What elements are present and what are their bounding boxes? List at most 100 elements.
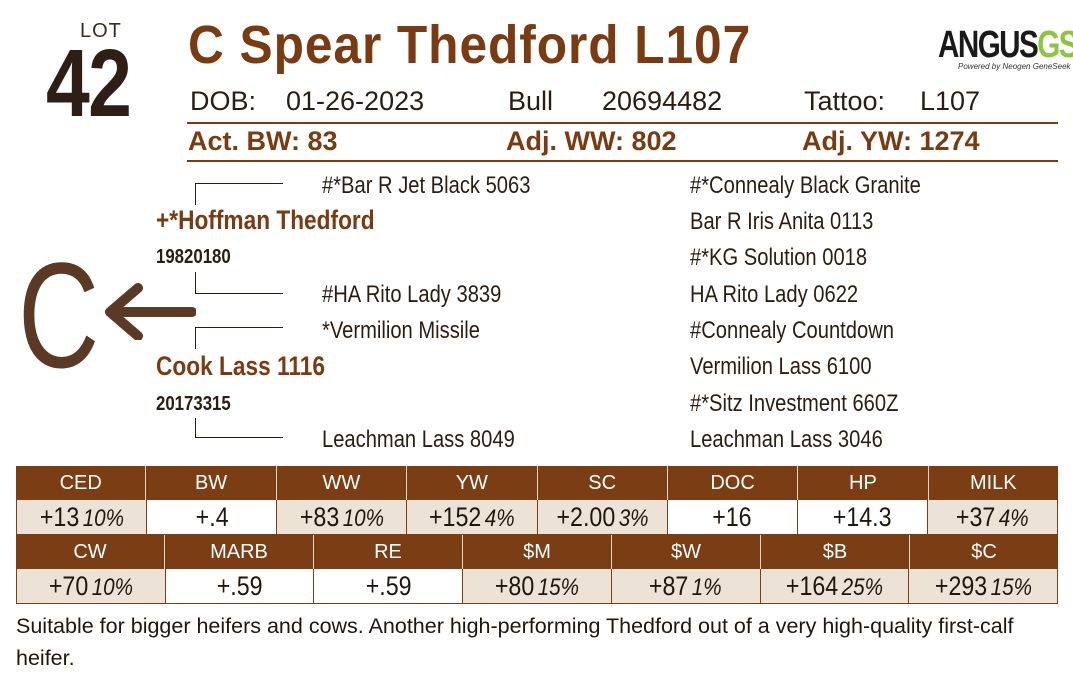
epd-cell-yw: +152 4% (407, 500, 538, 534)
epd-cell-dollar-b: +164 25% (760, 569, 910, 603)
sire-sire: #*Bar R Jet Black 5063 (322, 172, 531, 199)
sire-dam: #HA Rito Lady 3839 (322, 281, 502, 308)
epd-value: +87 (649, 571, 689, 601)
dob-value: 01-26-2023 (286, 86, 425, 116)
epd-percentile: 1% (692, 574, 723, 601)
epd-value: +.59 (365, 571, 412, 601)
epd-header-sc: SC (538, 466, 668, 500)
epd-percentile: 10% (342, 505, 384, 532)
logo-tagline: Powered by Neogen GeneSeek (958, 62, 1071, 71)
actual-birth-weight: Act. BW: 83 (188, 126, 338, 156)
epd-header-milk: MILK (969, 472, 1017, 494)
epd-value: +37 (956, 502, 996, 532)
epd-header-yw: YW (407, 466, 538, 500)
tattoo-value: L107 (920, 86, 981, 116)
epd-cell-re: +.59 (314, 569, 464, 603)
epd-header-row-1: CED BW WW YW SC DOC HP MILK (16, 466, 1058, 500)
epd-value: +152 (429, 502, 482, 532)
epd-cell-ww: +83 10% (277, 500, 408, 534)
epd-percentile: 10% (91, 574, 133, 601)
epd-header-ced: CED (16, 466, 147, 500)
epd-header-dollar-m: $M (463, 535, 612, 569)
divider-line (187, 122, 1058, 124)
epd-header-doc: DOC (668, 466, 799, 500)
epd-percentile: 15% (537, 574, 580, 601)
epd-value: +164 (785, 571, 839, 601)
angus-gs-logo: ANGUSGS Powered by Neogen GeneSeek (938, 24, 1073, 71)
epd-header-dollar-b: $B (761, 535, 910, 569)
dam-name: Cook Lass 1116 (156, 351, 325, 381)
epd-value: +80 (494, 571, 535, 601)
epd-value-row-1: +13 10% +.4 +83 10% +152 4% +2.00 3% +16 +14.3 +37 4… (16, 500, 1058, 535)
grandparent-dam-dam: HA Rito Lady 0622 (690, 281, 859, 308)
pedigree-bracket (195, 418, 283, 438)
grandparent-sire-dam: Vermilion Lass 6100 (690, 353, 872, 380)
epd-value: +83 (299, 502, 340, 532)
epd-value: +13 (39, 502, 79, 532)
epd-percentile: 10% (82, 505, 124, 532)
epd-header-dollar-w: $W (612, 535, 761, 569)
epd-percentile: 25% (841, 574, 883, 601)
epd-header-marb: MARB (165, 535, 314, 569)
grandparent-dam-sire: #*Sitz Investment 660Z (690, 390, 899, 417)
epd-percentile: 3% (618, 505, 649, 532)
pedigree-bracket (195, 327, 283, 349)
divider-line (187, 160, 1058, 162)
info-row: DOB: 01-26-2023 Bull 20694482 Tattoo: L1… (190, 86, 1058, 122)
grandparent-sire-dam: Bar R Iris Anita 0113 (690, 208, 874, 235)
epd-cell-bw: +.4 (147, 500, 278, 534)
epd-header-re: RE (314, 535, 463, 569)
pedigree-bracket (195, 183, 283, 205)
tattoo-label: Tattoo: (804, 86, 886, 116)
epd-cell-hp: +14.3 (798, 500, 928, 534)
epd-header-dollar-c: $C (971, 541, 997, 563)
pedigree-bracket (195, 272, 283, 294)
epd-header-row-2: CW MARB RE $M $W $B $C (16, 535, 1058, 569)
epd-value: +293 (934, 571, 987, 601)
adjusted-yearling-weight: Adj. YW: 1274 (802, 126, 980, 156)
grandparent-sire-sire: #Connealy Countdown (690, 317, 894, 344)
epd-cell-sc: +2.00 3% (537, 500, 668, 534)
epd-percentile: 4% (484, 505, 515, 532)
epd-cell-dollar-m: +80 15% (463, 569, 612, 603)
epd-cell-ced: +13 10% (17, 500, 148, 534)
sire-registration: 19820180 (156, 246, 231, 268)
pedigree-symbol: C (18, 231, 100, 399)
arrow-left-icon (105, 283, 196, 340)
epd-percentile: 4% (998, 505, 1029, 532)
epd-header-cw: CW (16, 535, 165, 569)
epd-cell-dollar-c: +293 15% (909, 569, 1058, 603)
epd-cell-marb: +.59 (166, 569, 315, 603)
epd-value-row-2: +70 10% +.59 +.59 +80 15% +87 1% +164 25% +293 15% (16, 569, 1058, 604)
dam-dam: Leachman Lass 8049 (322, 426, 515, 453)
registration-number: 20694482 (602, 86, 723, 116)
grandparent-sire-sire: #*Connealy Black Granite (690, 172, 921, 199)
dob-label: DOB: (190, 86, 257, 116)
sire-name: +*Hoffman Thedford (156, 205, 375, 235)
grandparent-dam-dam: Leachman Lass 3046 (690, 426, 883, 453)
epd-percentile: 15% (990, 574, 1032, 601)
epd-cell-doc: +16 (668, 500, 798, 534)
logo-wordmark: ANGUSGS (938, 24, 1073, 66)
epd-cell-milk: +37 4% (927, 500, 1057, 534)
epd-header-ww: WW (277, 466, 408, 500)
dam-sire: *Vermilion Missile (322, 317, 480, 344)
dam-registration: 20173315 (156, 393, 231, 415)
epd-header-hp: HP (798, 466, 929, 500)
epd-value: +16 (712, 502, 752, 532)
epd-header-bw: BW (146, 466, 277, 500)
epd-value: +70 (48, 571, 89, 601)
sex-value: Bull (508, 86, 554, 116)
performance-row: Act. BW: 83 Adj. WW: 802 Adj. YW: 1274 (188, 124, 1058, 160)
epd-value: +.59 (216, 571, 263, 601)
adjusted-weaning-weight: Adj. WW: 802 (506, 126, 677, 156)
epd-value: +.4 (195, 502, 229, 532)
epd-cell-cw: +70 10% (17, 569, 166, 603)
epd-value: +2.00 (556, 502, 615, 532)
epd-cell-dollar-w: +87 1% (611, 569, 761, 603)
epd-value: +14.3 (832, 502, 892, 532)
grandparent-dam-sire: #*KG Solution 0018 (690, 244, 868, 271)
remarks-text: Suitable for bigger heifers and cows. An… (16, 614, 1014, 670)
lot-number: 42 (46, 30, 132, 137)
animal-name-title: C Spear Thedford L107 (188, 15, 752, 75)
